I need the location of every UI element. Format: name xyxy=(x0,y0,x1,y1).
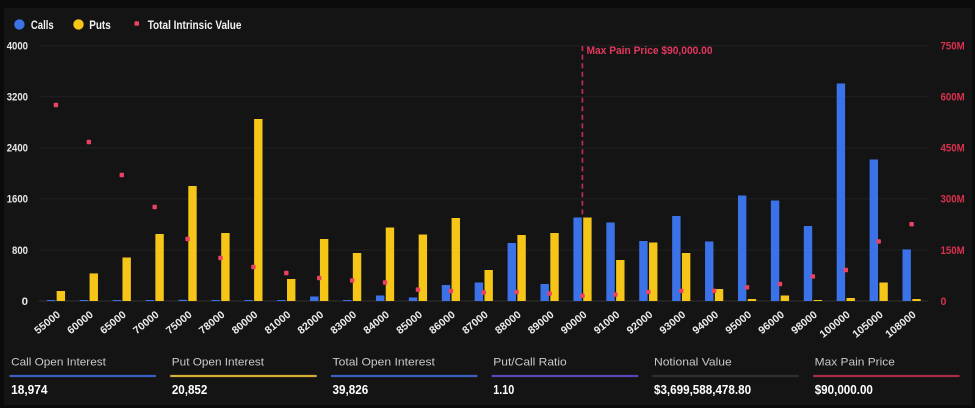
svg-text:300M: 300M xyxy=(941,194,965,206)
svg-text:150M: 150M xyxy=(941,245,965,257)
svg-text:Call Open Interest: Call Open Interest xyxy=(11,357,107,369)
svg-text:$3,699,588,478.80: $3,699,588,478.80 xyxy=(654,382,751,397)
svg-text:Calls: Calls xyxy=(31,18,54,32)
svg-text:0: 0 xyxy=(22,296,29,308)
svg-text:39,826: 39,826 xyxy=(333,382,369,397)
svg-text:3200: 3200 xyxy=(7,92,28,104)
svg-text:18,974: 18,974 xyxy=(11,382,48,397)
svg-text:Max Pain Price: Max Pain Price xyxy=(815,357,895,369)
svg-text:1.10: 1.10 xyxy=(493,382,514,397)
svg-text:4000: 4000 xyxy=(7,41,28,53)
svg-text:Put/Call Ratio: Put/Call Ratio xyxy=(493,357,567,369)
svg-text:Put Open Interest: Put Open Interest xyxy=(172,357,265,369)
svg-text:1600: 1600 xyxy=(7,194,28,206)
svg-text:20,852: 20,852 xyxy=(172,382,208,397)
svg-text:Max Pain Price $90,000.00: Max Pain Price $90,000.00 xyxy=(587,45,713,57)
svg-text:2400: 2400 xyxy=(7,143,28,155)
svg-text:750M: 750M xyxy=(941,41,965,53)
svg-text:800: 800 xyxy=(12,245,28,257)
svg-text:450M: 450M xyxy=(941,143,965,155)
svg-text:$90,000.00: $90,000.00 xyxy=(815,382,873,397)
svg-text:Puts: Puts xyxy=(89,18,111,32)
svg-text:Total Intrinsic Value: Total Intrinsic Value xyxy=(148,18,242,32)
svg-text:Notional Value: Notional Value xyxy=(654,357,732,369)
svg-text:0: 0 xyxy=(941,296,947,308)
svg-text:Total Open Interest: Total Open Interest xyxy=(333,357,436,369)
svg-text:600M: 600M xyxy=(941,92,965,104)
